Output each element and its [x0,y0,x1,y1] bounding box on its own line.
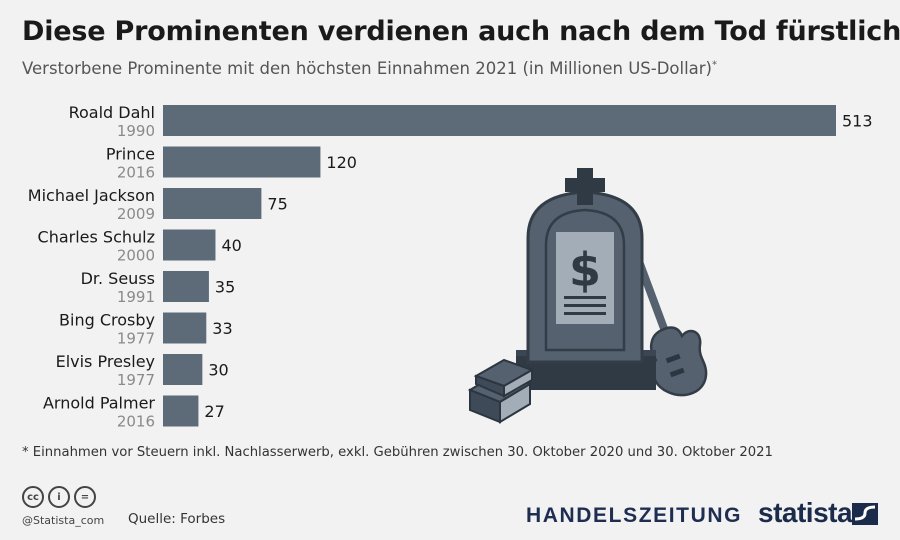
bar [163,271,209,302]
handelszeitung-logo: HANDELSZEITUNG [526,504,743,527]
bar-value-label: 513 [842,112,873,131]
bar-value-label: 120 [326,153,357,172]
bar [163,312,207,344]
category-year-label: 1991 [117,288,155,306]
bar-value-label: 40 [221,236,241,255]
bar [163,105,836,136]
bar [163,229,216,261]
footnote: * Einnahmen vor Steuern inkl. Nachlasser… [22,445,773,460]
cc-icon: cc [22,486,44,508]
chart-subtitle: Verstorbene Prominente mit den höchsten … [22,59,717,78]
document-icon [556,232,614,324]
statista-handle: @Statista_com [22,514,105,527]
bar-value-label: 75 [267,195,287,214]
category-label: Roald Dahl [69,103,155,122]
category-label: Elvis Presley [56,352,155,371]
category-year-label: 1977 [117,371,155,389]
equals-icon: = [74,486,96,508]
bar [163,188,262,219]
bar-value-label: 30 [208,361,228,380]
category-label: Michael Jackson [28,186,155,205]
category-year-label: 2000 [117,247,155,265]
subtitle-text: Verstorbene Prominente mit den höchsten … [22,59,712,78]
bar [163,146,321,178]
source-label: Quelle: Forbes [128,511,226,527]
gravestone-illustration: $ [467,168,708,424]
dollar-sign-icon: $ [569,243,601,297]
category-year-label: 1977 [117,330,155,348]
chart-title: Diese Prominenten verdienen auch nach de… [22,16,900,47]
category-label: Bing Crosby [59,311,155,330]
subtitle-footnote-mark: * [712,59,717,71]
cross-icon [565,168,605,205]
person-icon: i [48,486,70,508]
bar-value-label: 27 [204,402,224,421]
books-icon [467,358,535,424]
category-year-label: 2009 [117,205,155,223]
bar [163,395,199,427]
bar-value-label: 33 [212,319,232,338]
category-label: Prince [106,145,155,164]
category-year-label: 1990 [117,122,155,140]
bar [163,354,203,385]
statista-logo-mark [852,503,878,525]
bar-value-label: 35 [215,278,235,297]
category-label: Arnold Palmer [43,394,155,413]
statista-logo: statista [758,497,853,528]
category-year-label: 2016 [117,164,155,182]
category-label: Charles Schulz [38,228,155,247]
license-icons: cc i = [22,486,96,508]
category-label: Dr. Seuss [81,269,155,288]
category-year-label: 2016 [117,413,155,431]
